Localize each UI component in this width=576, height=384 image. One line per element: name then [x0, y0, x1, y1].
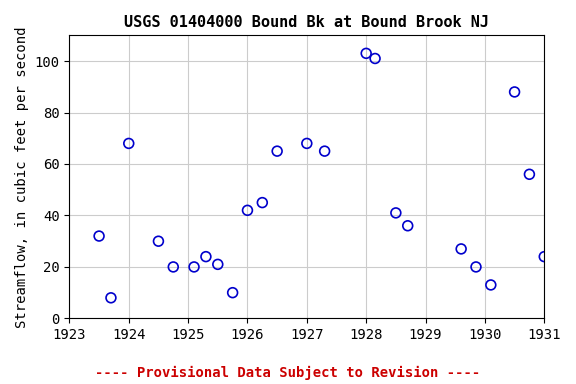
- Point: [362, 50, 371, 56]
- Point: [510, 89, 519, 95]
- Point: [169, 264, 178, 270]
- Point: [107, 295, 116, 301]
- Point: [525, 171, 534, 177]
- Point: [540, 253, 549, 260]
- Point: [391, 210, 400, 216]
- Point: [486, 282, 495, 288]
- Point: [228, 290, 237, 296]
- Point: [320, 148, 329, 154]
- Point: [202, 253, 211, 260]
- Title: USGS 01404000 Bound Bk at Bound Brook NJ: USGS 01404000 Bound Bk at Bound Brook NJ: [124, 15, 490, 30]
- Point: [154, 238, 163, 244]
- Point: [370, 55, 380, 61]
- Point: [457, 246, 466, 252]
- Point: [243, 207, 252, 214]
- Point: [272, 148, 282, 154]
- Point: [213, 261, 222, 267]
- Point: [257, 200, 267, 206]
- Point: [403, 223, 412, 229]
- Text: ---- Provisional Data Subject to Revision ----: ---- Provisional Data Subject to Revisio…: [96, 366, 480, 380]
- Point: [94, 233, 104, 239]
- Y-axis label: Streamflow, in cubic feet per second: Streamflow, in cubic feet per second: [15, 26, 29, 328]
- Point: [190, 264, 199, 270]
- Point: [471, 264, 480, 270]
- Point: [124, 140, 134, 146]
- Point: [302, 140, 312, 146]
